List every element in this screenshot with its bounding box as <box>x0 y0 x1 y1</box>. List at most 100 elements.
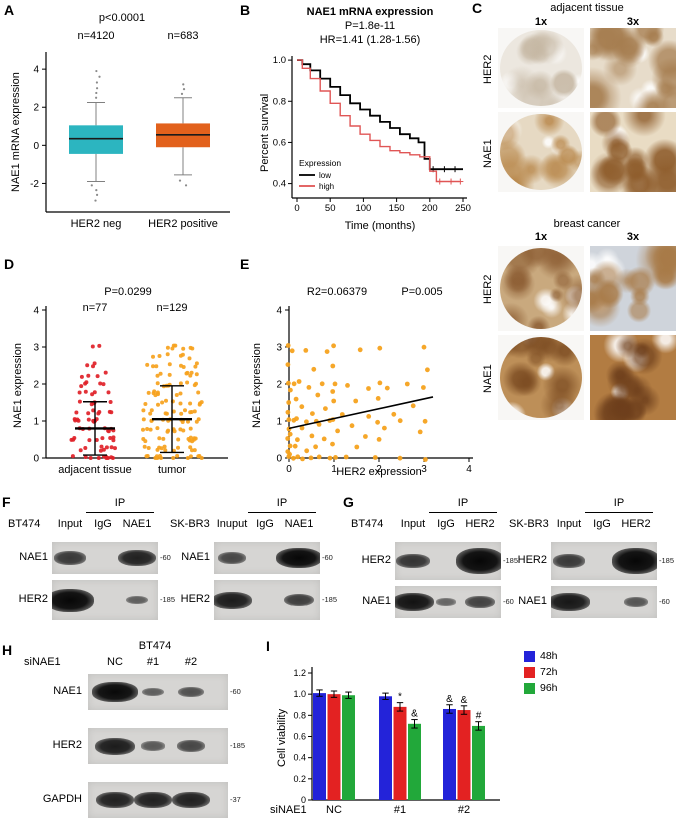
dot <box>90 344 95 349</box>
tissue-core <box>499 247 583 330</box>
ihc-adjacent-her2-3x <box>590 28 676 108</box>
ylabel-a: NAE1 mRNA expression <box>10 72 22 192</box>
dot <box>333 455 338 460</box>
antibody-label: NAE1 <box>362 595 391 607</box>
dot <box>196 390 201 395</box>
dot <box>90 392 95 397</box>
protein-band <box>465 595 495 609</box>
dot <box>421 385 426 390</box>
dot <box>159 446 164 451</box>
n-her2neg: n=4120 <box>77 30 115 42</box>
dots-tumor <box>141 343 204 460</box>
dot <box>285 449 291 454</box>
dot <box>94 438 99 442</box>
dot <box>417 429 423 435</box>
dot <box>104 445 109 450</box>
outlier-dot <box>182 83 185 86</box>
lane-label: #2 <box>184 656 198 668</box>
dot <box>108 400 113 404</box>
y-tick-label: 1 <box>276 417 282 428</box>
dot <box>141 437 146 441</box>
dot <box>178 381 183 386</box>
y-tick-label: 0.4 <box>273 179 286 190</box>
survival-curve-high <box>297 59 460 183</box>
dot <box>155 426 160 431</box>
ihc-adjacent-her2-1x <box>498 28 584 108</box>
dot <box>109 445 114 450</box>
dot <box>155 381 160 386</box>
protein-band <box>133 791 173 809</box>
pvalue-a: p<0.0001 <box>98 12 146 24</box>
cell-line-label: SK-BR3 <box>509 518 549 530</box>
dot <box>285 409 291 415</box>
dot <box>190 346 195 351</box>
dot <box>98 448 103 453</box>
dot <box>145 362 150 367</box>
dot <box>160 400 165 405</box>
dot <box>391 411 397 417</box>
col-adjacent-1x: 1x <box>534 16 548 28</box>
dot <box>189 410 194 414</box>
panel-survival: 0.4 0.6 0.8 1.0 0 50 100 150 200 250 Expression low… <box>237 0 473 250</box>
dot <box>194 381 198 386</box>
dot <box>108 436 113 440</box>
dot <box>295 437 300 443</box>
dot <box>377 380 383 386</box>
gel-strip <box>88 674 228 710</box>
panel-label-g: G <box>343 494 354 510</box>
panel-dotplot: 0 1 2 3 4 D P=0.0299 n=77 n=129 NAE1 express… <box>0 252 235 492</box>
dot <box>319 381 325 387</box>
dot <box>330 363 336 369</box>
lane-label: IgG <box>437 518 455 530</box>
blots-g: BT474 IP Input IgG HER2 HER2 -185 NAE1 -60 SK-BR3… <box>339 492 677 636</box>
y-tick-label: 0.8 <box>273 96 286 107</box>
dot <box>190 448 194 453</box>
protein-band <box>612 548 657 574</box>
dot <box>86 373 91 378</box>
mw-marker: -37 <box>230 795 241 804</box>
panel-label-h: H <box>2 642 13 658</box>
dot <box>79 374 84 379</box>
legend-title: Expression <box>299 158 341 168</box>
dot <box>288 387 293 393</box>
mw-marker: -60 <box>503 597 514 606</box>
mw-marker: -185 <box>160 595 176 604</box>
dot <box>92 361 97 366</box>
gel-strip <box>395 542 501 580</box>
cell-line-label: BT474 <box>8 518 41 530</box>
r2-e: R2=0.06379 <box>306 286 368 298</box>
xcat-adjacent: adjacent tissue <box>58 464 132 476</box>
xcat-her2neg: HER2 neg <box>70 218 122 230</box>
dot <box>175 453 180 458</box>
dot <box>190 439 195 444</box>
legend-swatch-96h <box>524 682 535 694</box>
dot <box>83 446 88 450</box>
dot <box>79 384 84 389</box>
dot <box>161 436 166 441</box>
y-tick-label: 0.6 <box>273 137 286 148</box>
protein-band <box>117 549 157 567</box>
mw-marker: -185 <box>659 556 675 565</box>
panel-label-d: D <box>4 256 15 272</box>
lane-label: HER2 <box>621 518 651 530</box>
lane-label: Input <box>57 518 83 530</box>
panel-coip-her2: BT474 IP Input IgG HER2 HER2 -185 NAE1 -60 SK-BR3… <box>339 492 677 636</box>
dot <box>87 438 92 443</box>
dot <box>299 425 305 431</box>
dot <box>110 456 115 460</box>
n-adjacent: n=77 <box>82 302 108 314</box>
dot <box>181 428 186 433</box>
panel-label-i: I <box>266 638 270 654</box>
dot <box>159 456 163 460</box>
ip-bracket <box>248 512 316 513</box>
lane-label: IgG <box>256 518 274 530</box>
ihc-adjacent-nae1-3x <box>590 112 676 192</box>
y-tick-label: 4 <box>276 306 282 317</box>
mw-marker: -60 <box>230 687 241 696</box>
dot <box>164 411 169 416</box>
dot <box>291 381 297 387</box>
antibody-label: NAE1 <box>53 685 82 697</box>
protein-band <box>171 791 211 809</box>
dot <box>313 444 318 450</box>
dot <box>349 423 355 429</box>
